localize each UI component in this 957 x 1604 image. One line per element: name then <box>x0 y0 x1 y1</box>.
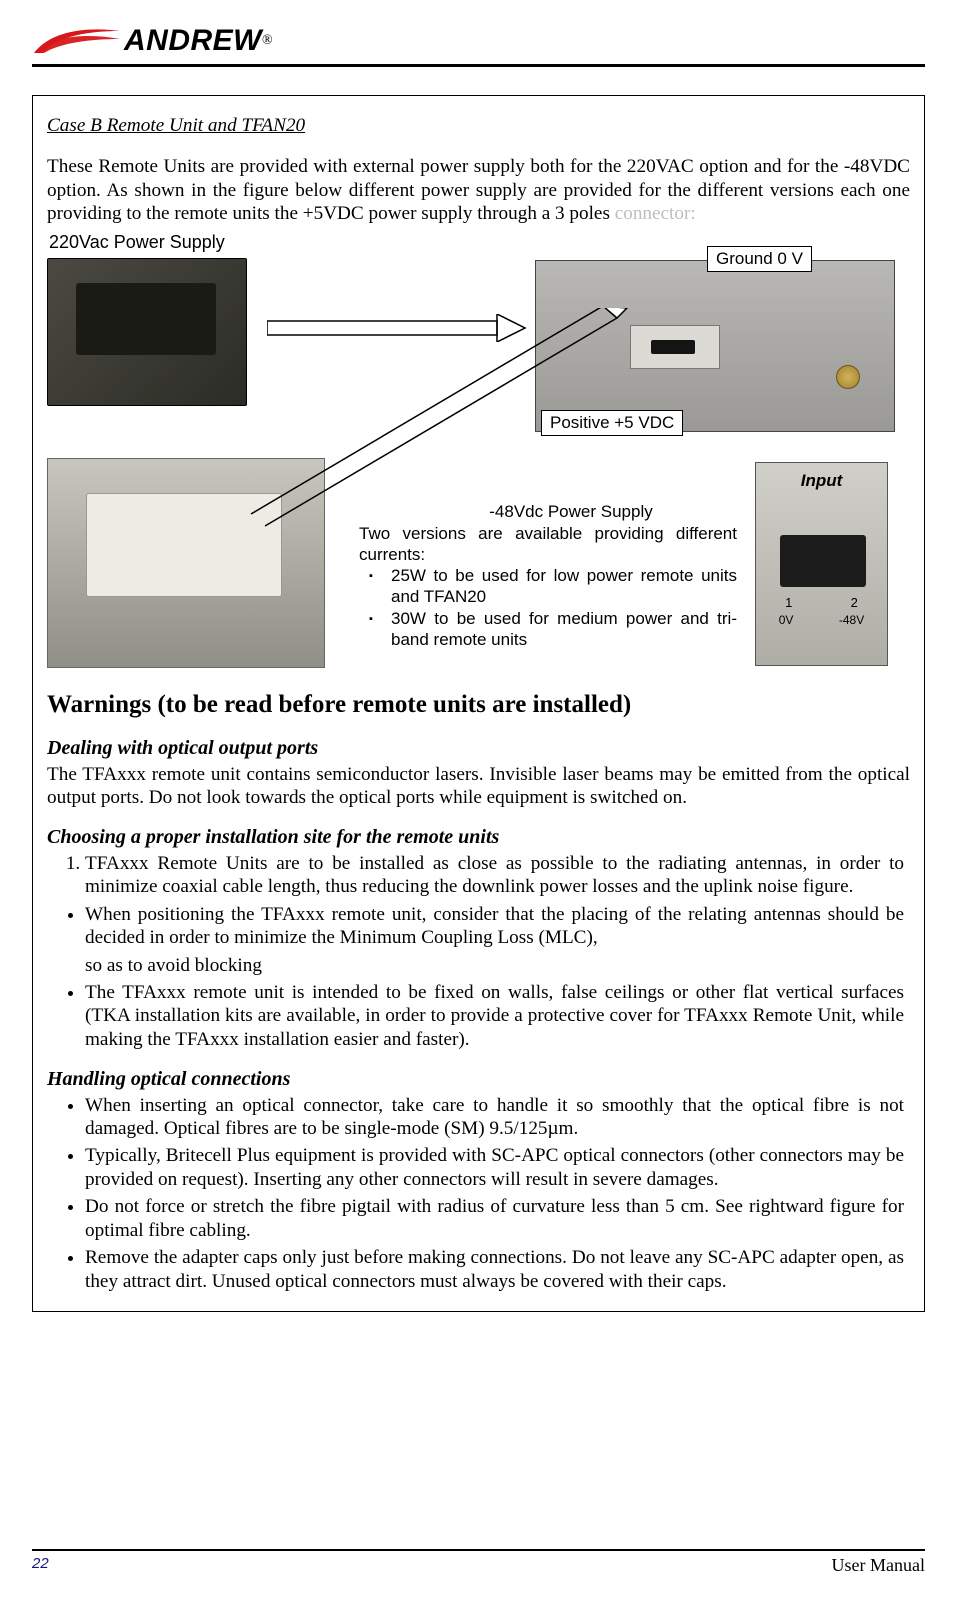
handling-item-3: Do not force or stretch the fibre pigtai… <box>85 1195 910 1242</box>
page-number: 22 <box>32 1555 49 1576</box>
warnings-heading: Warnings (to be read before remote units… <box>47 690 910 721</box>
brand-logo: ANDREW ® <box>32 24 925 58</box>
input-ports-icon <box>780 535 866 587</box>
callout-positive-5vdc: Positive +5 VDC <box>541 410 683 437</box>
neg48-intro: Two versions are available providing dif… <box>359 524 737 565</box>
case-b-title: Case B Remote Unit and TFAN20 <box>47 114 910 137</box>
install-site-heading: Choosing a proper installation site for … <box>47 825 910 849</box>
logo-swoosh-icon <box>32 25 122 57</box>
power-supply-figure: 220Vac Power Supply Ground 0 V Positive … <box>47 232 910 672</box>
handling-item-4: Remove the adapter caps only just before… <box>85 1246 910 1293</box>
neg48-description: -48Vdc Power Supply Two versions are ava… <box>359 502 737 653</box>
psu-48vdc-photo <box>47 458 325 668</box>
three-pole-connector <box>630 325 720 369</box>
brand-registered: ® <box>262 33 273 49</box>
sma-connector-icon <box>836 365 860 389</box>
case-b-connector-word: connector: <box>615 203 696 224</box>
optical-ports-text: The TFAxxx remote unit contains semicond… <box>47 763 910 810</box>
input-pin-numbers: 1 2 <box>756 595 887 611</box>
case-b-text: These Remote Units are provided with ext… <box>47 156 910 224</box>
input-pin-values: 0V -48V <box>756 613 887 628</box>
neg48-list: 25W to be used for low power remote unit… <box>359 566 737 651</box>
footer-label: User Manual <box>832 1555 925 1576</box>
neg48-item-25w: 25W to be used for low power remote unit… <box>391 566 737 607</box>
install-so-avoid: so as to avoid blocking <box>85 954 910 977</box>
header-rule <box>32 64 925 67</box>
input-terminal-photo: Input 1 2 0V -48V <box>755 462 888 666</box>
footer-rule <box>32 1549 925 1551</box>
install-bullets: When positioning the TFAxxx remote unit,… <box>47 903 910 950</box>
handling-item-2: Typically, Britecell Plus equipment is p… <box>85 1144 910 1191</box>
neg48-title: -48Vdc Power Supply <box>405 502 737 523</box>
install-numbered: TFAxxx Remote Units are to be installed … <box>47 852 910 899</box>
callout-ground: Ground 0 V <box>707 246 812 273</box>
handling-bullets: When inserting an optical connector, tak… <box>47 1094 910 1293</box>
brand-name: ANDREW <box>124 24 262 58</box>
handling-item-1: When inserting an optical connector, tak… <box>85 1094 910 1141</box>
install-bullet-walls: The TFAxxx remote unit is intended to be… <box>85 981 910 1051</box>
install-item-1: TFAxxx Remote Units are to be installed … <box>85 852 910 899</box>
label-220vac: 220Vac Power Supply <box>49 232 225 254</box>
page-footer: 22 User Manual <box>32 1549 925 1576</box>
remote-unit-connector-photo <box>535 260 895 432</box>
install-bullets-2: The TFAxxx remote unit is intended to be… <box>47 981 910 1051</box>
main-content: Case B Remote Unit and TFAN20 These Remo… <box>32 95 925 1312</box>
install-bullet-position: When positioning the TFAxxx remote unit,… <box>85 903 910 950</box>
neg48-item-30w: 30W to be used for medium power and tri-… <box>391 609 737 650</box>
optical-ports-heading: Dealing with optical output ports <box>47 736 910 760</box>
input-label: Input <box>756 471 887 492</box>
case-b-paragraph: These Remote Units are provided with ext… <box>47 155 910 225</box>
handling-heading: Handling optical connections <box>47 1067 910 1091</box>
psu-220vac-photo <box>47 258 247 406</box>
arrow-right-icon <box>267 314 527 342</box>
